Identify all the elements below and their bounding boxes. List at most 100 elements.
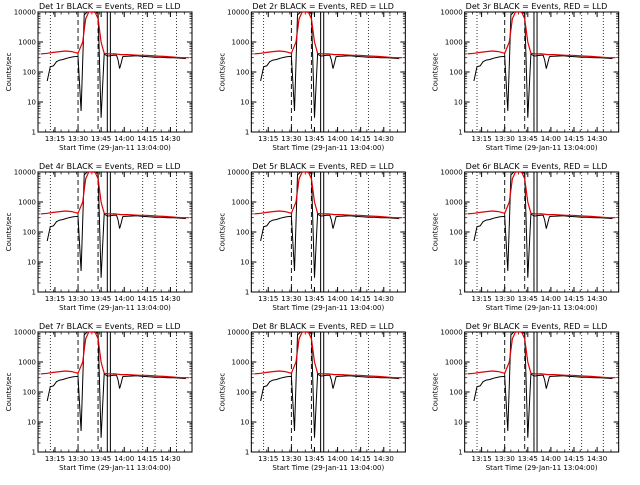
x-tick-label: 13:15 (472, 295, 492, 303)
y-tick-label: 100 (236, 389, 249, 397)
x-tick-label: 13:30 (495, 455, 515, 463)
chart-title: Det 3r BLACK = Events, RED = LLD (466, 2, 608, 11)
series-line-lld (467, 12, 616, 59)
x-tick-label: 13:15 (45, 455, 65, 463)
y-tick-label: 1000 (18, 39, 36, 47)
y-tick-label: 10000 (14, 9, 36, 17)
y-axis-label: Counts/sec (5, 373, 13, 412)
series-line-lld (254, 172, 403, 219)
series-line-events (46, 12, 186, 118)
x-tick-label: 13:15 (45, 135, 65, 143)
x-tick-label: 13:30 (68, 295, 88, 303)
y-tick-label: 10 (240, 99, 249, 107)
chart-title: Det 5r BLACK = Events, RED = LLD (252, 162, 394, 171)
y-tick-label: 1000 (232, 199, 250, 207)
y-axis-label: Counts/sec (218, 213, 226, 252)
chart-title: Det 2r BLACK = Events, RED = LLD (252, 2, 394, 11)
x-tick-label: 14:15 (351, 135, 371, 143)
y-tick-label: 10 (27, 419, 36, 427)
series-line-events (473, 172, 613, 278)
series-line-lld (467, 172, 616, 219)
y-axis-label: Counts/sec (218, 53, 226, 92)
x-axis-label: Start Time (29-Jan-11 13:04:00) (59, 464, 171, 472)
y-tick-label: 100 (449, 69, 462, 77)
y-tick-label: 1000 (232, 39, 250, 47)
chart-title: Det 6r BLACK = Events, RED = LLD (466, 162, 608, 171)
x-tick-label: 14:00 (541, 295, 561, 303)
x-tick-label: 13:15 (45, 295, 65, 303)
y-tick-label: 10000 (440, 169, 462, 177)
series-line-lld (254, 12, 403, 59)
y-tick-label: 1 (245, 129, 249, 137)
y-tick-label: 10 (240, 259, 249, 267)
x-axis-label: Start Time (29-Jan-11 13:04:00) (59, 144, 171, 152)
plot-frame (464, 171, 620, 293)
chart-title: Det 4r BLACK = Events, RED = LLD (39, 162, 181, 171)
y-tick-label: 1000 (232, 359, 250, 367)
series-line-events (46, 172, 186, 278)
x-axis-label: Start Time (29-Jan-11 13:04:00) (486, 144, 598, 152)
x-axis-label: Start Time (29-Jan-11 13:04:00) (272, 144, 384, 152)
x-tick-label: 14:00 (541, 455, 561, 463)
chart-panel-1: Det 1r BLACK = Events, RED = LLD 1 10 100 10… (5, 2, 193, 152)
y-tick-label: 10 (27, 99, 36, 107)
x-tick-label: 13:45 (518, 455, 538, 463)
series-line-events (260, 172, 400, 278)
x-tick-label: 13:45 (91, 455, 111, 463)
chart-panel-5: Det 5r BLACK = Events, RED = LLD 1 10 100 10… (218, 162, 406, 312)
plot-frame (37, 171, 193, 293)
y-tick-label: 1000 (445, 359, 463, 367)
y-tick-label: 10000 (440, 329, 462, 337)
plot-frame (37, 11, 193, 133)
chart-panel-4: Det 4r BLACK = Events, RED = LLD 1 10 100 10… (5, 162, 193, 312)
y-tick-label: 10 (27, 259, 36, 267)
chart-title: Det 7r BLACK = Events, RED = LLD (39, 322, 181, 331)
x-tick-label: 14:15 (564, 455, 584, 463)
y-tick-label: 100 (23, 229, 36, 237)
y-tick-label: 1000 (18, 359, 36, 367)
x-axis-label: Start Time (29-Jan-11 13:04:00) (272, 464, 384, 472)
x-tick-label: 13:30 (68, 455, 88, 463)
series-line-events (46, 332, 186, 438)
x-tick-label: 13:30 (495, 295, 515, 303)
x-tick-label: 14:30 (160, 295, 180, 303)
x-tick-label: 14:30 (160, 135, 180, 143)
x-tick-label: 13:30 (281, 135, 301, 143)
chart-panel-6: Det 6r BLACK = Events, RED = LLD 1 10 100 10… (432, 162, 620, 312)
y-tick-label: 1 (245, 289, 249, 297)
y-tick-label: 1 (32, 129, 36, 137)
series-line-lld (467, 332, 616, 379)
plot-frame (250, 11, 406, 133)
y-tick-label: 100 (449, 389, 462, 397)
chart-panel-9: Det 9r BLACK = Events, RED = LLD 1 10 100 10… (432, 322, 620, 472)
x-tick-label: 13:45 (304, 135, 324, 143)
plot-frame (250, 171, 406, 293)
y-tick-label: 100 (23, 389, 36, 397)
chart-panel-3: Det 3r BLACK = Events, RED = LLD 1 10 100 10… (432, 2, 620, 152)
x-tick-label: 13:15 (258, 295, 278, 303)
x-tick-label: 14:15 (137, 295, 157, 303)
y-axis-label: Counts/sec (432, 213, 440, 252)
x-tick-label: 13:15 (472, 455, 492, 463)
chart-panel-2: Det 2r BLACK = Events, RED = LLD 1 10 100 10… (218, 2, 406, 152)
x-tick-label: 14:00 (327, 455, 347, 463)
x-tick-label: 14:15 (564, 295, 584, 303)
y-tick-label: 1 (32, 289, 36, 297)
x-tick-label: 14:15 (351, 455, 371, 463)
x-tick-label: 14:30 (587, 455, 607, 463)
y-tick-label: 1 (458, 289, 462, 297)
x-tick-label: 14:00 (114, 135, 134, 143)
x-axis-label: Start Time (29-Jan-11 13:04:00) (59, 304, 171, 312)
x-tick-label: 13:45 (304, 295, 324, 303)
chart-title: Det 1r BLACK = Events, RED = LLD (39, 2, 181, 11)
x-tick-label: 13:45 (91, 295, 111, 303)
y-tick-label: 1 (458, 449, 462, 457)
x-tick-label: 14:00 (541, 135, 561, 143)
x-tick-label: 13:45 (91, 135, 111, 143)
y-axis-label: Counts/sec (5, 213, 13, 252)
series-line-lld (254, 332, 403, 379)
x-tick-label: 13:30 (281, 295, 301, 303)
series-line-lld (41, 12, 189, 59)
